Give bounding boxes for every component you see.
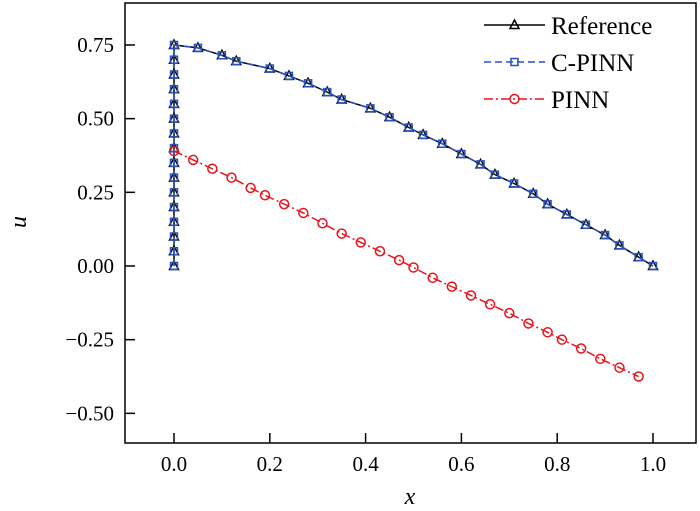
series-line: [173, 44, 654, 267]
data-point: [393, 254, 405, 266]
data-point: [169, 158, 179, 168]
axes-frame: [124, 2, 697, 444]
data-point: [575, 343, 587, 354]
data-point: [408, 262, 419, 273]
data-point: [529, 189, 538, 199]
data-point: [187, 154, 199, 166]
data-point: [418, 130, 428, 140]
x-tick-label: 0.2: [257, 452, 283, 476]
legend: Reference C-PINN PINN: [484, 13, 652, 114]
y-tick-label: −0.25: [65, 328, 114, 352]
data-point: [600, 230, 610, 240]
data-point: [168, 145, 180, 157]
x-axis-label: x: [404, 484, 416, 510]
data-point: [193, 43, 203, 53]
y-tick-label: −0.50: [65, 401, 114, 425]
data-point: [366, 104, 375, 113]
data-point: [457, 149, 466, 159]
data-point: [490, 170, 500, 179]
data-point: [509, 179, 519, 188]
legend-marker: [510, 57, 519, 67]
data-point: [169, 173, 179, 182]
ticks: 0.0 0.2 0.4 0.6 0.8 1.0 −0.50 −0.25 0.00 0.25 0.50…: [65, 33, 666, 476]
x-tick-label: 0.4: [352, 452, 379, 476]
data-point: [169, 247, 179, 256]
data-point: [169, 232, 179, 241]
data-point: [259, 190, 271, 201]
data-point: [374, 246, 386, 257]
legend-marker: [509, 93, 520, 105]
data-point: [226, 172, 237, 183]
data-point: [634, 252, 643, 262]
data-point: [385, 112, 394, 122]
data-point: [207, 163, 218, 174]
y-tick-label: 0.50: [77, 107, 114, 131]
data-point: [523, 318, 534, 329]
x-tick-label: 1.0: [640, 452, 666, 476]
data-point: [595, 353, 606, 365]
data-point: [337, 95, 346, 104]
data-point: [562, 210, 572, 219]
data-point: [648, 261, 658, 271]
data-point: [169, 217, 179, 227]
data-point: [303, 79, 313, 88]
data-point: [169, 40, 179, 50]
legend-item: Reference: [484, 13, 652, 40]
data-point: [298, 207, 309, 219]
y-axis-label: u: [6, 216, 32, 228]
data-point: [169, 84, 179, 94]
legend-item: C-PINN: [484, 50, 634, 77]
series-line: [173, 150, 639, 378]
data-point: [169, 261, 179, 271]
legend-label: Reference: [551, 13, 652, 40]
data-point: [169, 55, 179, 64]
data-point: [465, 290, 477, 301]
data-point: [278, 198, 290, 210]
legend-label: PINN: [551, 87, 609, 114]
data-point: [323, 87, 332, 97]
data-point: [437, 139, 447, 148]
data-point: [504, 307, 515, 319]
data-point: [446, 281, 458, 292]
data-point: [284, 71, 294, 81]
data-point: [317, 218, 328, 229]
data-point: [615, 241, 624, 250]
y-tick-label: 0.25: [77, 180, 114, 204]
data-point: [232, 56, 241, 66]
data-point: [476, 160, 485, 169]
data-point: [336, 228, 347, 239]
data-point: [245, 182, 256, 194]
data-point: [265, 64, 275, 73]
plot-area: [168, 38, 659, 382]
legend-label: C-PINN: [551, 50, 634, 77]
data-point: [169, 70, 179, 79]
y-tick-label: 0.00: [77, 254, 114, 278]
data-point: [169, 114, 179, 123]
data-point: [542, 327, 553, 338]
data-point: [169, 129, 179, 138]
legend-marker: [508, 18, 521, 30]
x-tick-label: 0.6: [448, 452, 474, 476]
data-point: [614, 362, 625, 373]
data-point: [169, 99, 179, 109]
data-point: [556, 334, 568, 345]
data-point: [543, 199, 552, 209]
data-point: [169, 202, 179, 212]
data-point: [484, 299, 496, 310]
series-pinn: [168, 145, 644, 382]
legend-item: PINN: [484, 87, 609, 114]
data-point: [633, 371, 644, 382]
series-line: [173, 44, 654, 267]
data-point: [404, 123, 413, 132]
y-tick-label: 0.75: [77, 33, 114, 57]
series-c-pinn: [169, 40, 658, 271]
data-point: [581, 220, 591, 229]
data-point: [217, 51, 227, 60]
x-tick-label: 0.8: [544, 452, 570, 476]
data-point: [169, 188, 179, 197]
data-point: [427, 272, 438, 284]
data-point: [355, 237, 367, 248]
x-tick-label: 0.0: [161, 452, 187, 476]
